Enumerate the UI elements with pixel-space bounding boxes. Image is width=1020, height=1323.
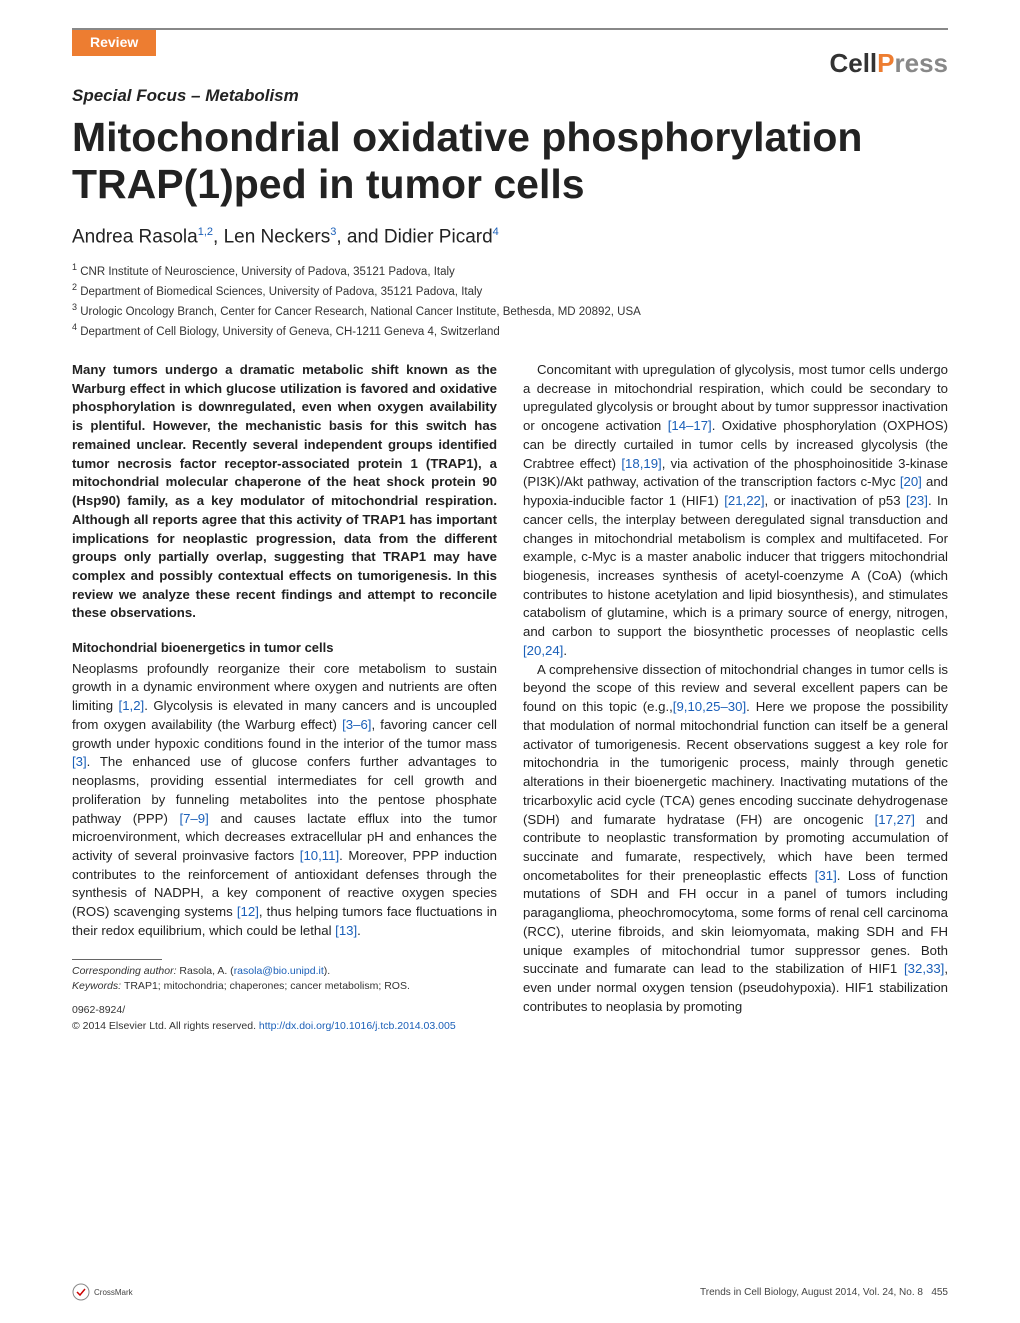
abstract: Many tumors undergo a dramatic metabolic… bbox=[72, 361, 497, 623]
ref-link[interactable]: [21,22] bbox=[724, 493, 764, 508]
logo-p: P bbox=[877, 48, 894, 78]
ref-link[interactable]: [12] bbox=[237, 904, 259, 919]
logo-cell: Cell bbox=[829, 48, 877, 78]
issn: 0962-8924/ bbox=[72, 1003, 497, 1019]
ref-link[interactable]: [3] bbox=[72, 754, 87, 769]
cellpress-logo: CellPress bbox=[829, 48, 948, 79]
col2-para1: Concomitant with upregulation of glycoly… bbox=[523, 361, 948, 661]
doi-link[interactable]: http://dx.doi.org/10.1016/j.tcb.2014.03.… bbox=[259, 1020, 456, 1032]
ref-link[interactable]: [14–17] bbox=[668, 418, 712, 433]
col1-para1: Neoplasms profoundly reorganize their co… bbox=[72, 660, 497, 941]
author-1-sup: 1,2 bbox=[198, 226, 213, 238]
column-right: Concomitant with upregulation of glycoly… bbox=[523, 361, 948, 1035]
ref-link[interactable]: [3–6] bbox=[342, 717, 371, 732]
author-3: Didier Picard bbox=[384, 227, 493, 248]
ref-link[interactable]: [32,33] bbox=[904, 961, 944, 976]
affiliation-4: 4 Department of Cell Biology, University… bbox=[72, 321, 948, 341]
copyright-line: © 2014 Elsevier Ltd. All rights reserved… bbox=[72, 1019, 497, 1035]
body-columns: Many tumors undergo a dramatic metabolic… bbox=[72, 361, 948, 1035]
keywords-line: Keywords: TRAP1; mitochondria; chaperone… bbox=[72, 979, 497, 995]
ref-link[interactable]: [18,19] bbox=[621, 456, 661, 471]
affiliations: 1 CNR Institute of Neuroscience, Univers… bbox=[72, 261, 948, 341]
author-2-sup: 3 bbox=[330, 226, 336, 238]
ref-link[interactable]: [17,27] bbox=[875, 812, 915, 827]
author-2: Len Neckers bbox=[224, 227, 331, 248]
affiliation-3: 3 Urologic Oncology Branch, Center for C… bbox=[72, 301, 948, 321]
article-title: Mitochondrial oxidative phosphorylation … bbox=[72, 114, 948, 208]
crossmark-badge[interactable]: CrossMark bbox=[72, 1283, 133, 1301]
footer-meta: Corresponding author: Rasola, A. (rasola… bbox=[72, 959, 497, 1035]
corresponding-author: Corresponding author: Rasola, A. (rasola… bbox=[72, 964, 497, 980]
author-list: Andrea Rasola1,2, Len Neckers3, and Didi… bbox=[72, 226, 948, 248]
main-content: Special Focus – Metabolism Mitochondrial… bbox=[0, 56, 1020, 1035]
special-focus-label: Special Focus – Metabolism bbox=[72, 86, 948, 106]
logo-ress: ress bbox=[895, 48, 949, 78]
crossmark-label: CrossMark bbox=[94, 1288, 133, 1297]
ref-link[interactable]: [20,24] bbox=[523, 643, 563, 658]
crossmark-icon bbox=[72, 1283, 90, 1301]
header-rule bbox=[72, 28, 948, 56]
ref-link[interactable]: [31] bbox=[815, 868, 837, 883]
affiliation-2: 2 Department of Biomedical Sciences, Uni… bbox=[72, 281, 948, 301]
ref-link[interactable]: [23] bbox=[906, 493, 928, 508]
ref-link[interactable]: [1,2] bbox=[119, 698, 145, 713]
page-footer: CrossMark Trends in Cell Biology, August… bbox=[72, 1283, 948, 1301]
column-left: Many tumors undergo a dramatic metabolic… bbox=[72, 361, 497, 1035]
ref-link[interactable]: [13] bbox=[335, 923, 357, 938]
author-1: Andrea Rasola bbox=[72, 227, 198, 248]
col2-para2: A comprehensive dissection of mitochondr… bbox=[523, 661, 948, 1017]
section-heading-bioenergetics: Mitochondrial bioenergetics in tumor cel… bbox=[72, 639, 497, 657]
author-3-sup: 4 bbox=[493, 226, 499, 238]
ref-link[interactable]: [9,10,25–30] bbox=[673, 699, 746, 714]
ref-link[interactable]: [7–9] bbox=[179, 811, 208, 826]
affiliation-1: 1 CNR Institute of Neuroscience, Univers… bbox=[72, 261, 948, 281]
email-link[interactable]: rasola@bio.unipd.it bbox=[234, 965, 324, 977]
ref-link[interactable]: [10,11] bbox=[300, 848, 339, 863]
journal-info: Trends in Cell Biology, August 2014, Vol… bbox=[700, 1287, 948, 1298]
ref-link[interactable]: [20] bbox=[900, 474, 922, 489]
footer-divider bbox=[72, 959, 162, 960]
